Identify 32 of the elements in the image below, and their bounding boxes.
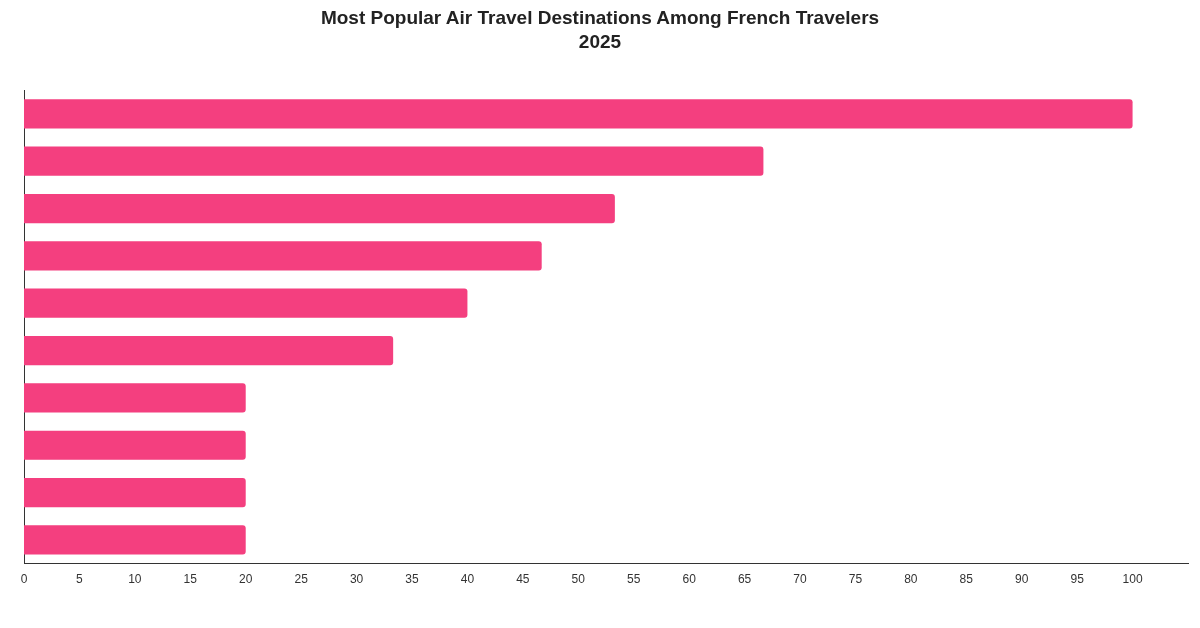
bar [24, 525, 246, 555]
x-tick-label: 30 [349, 572, 364, 587]
x-tick-label: 95 [1070, 572, 1085, 587]
x-tick-label: 15 [183, 572, 198, 587]
x-tick-label: 80 [904, 572, 918, 587]
bar [24, 335, 394, 366]
bar [24, 477, 246, 508]
bar [24, 146, 764, 176]
x-tick-label: 90 [1015, 572, 1029, 587]
bar [24, 288, 468, 318]
x-tick-label: 75 [848, 572, 863, 587]
x-tick-label: 35 [405, 572, 419, 587]
x-tick-label: 70 [793, 572, 807, 587]
bar [24, 383, 246, 413]
bar [24, 241, 542, 271]
x-tick-label: 50 [571, 572, 586, 587]
x-tick-label: 40 [460, 572, 475, 587]
x-tick-label: 0 [20, 572, 28, 587]
x-tick-label: 100 [1122, 572, 1143, 587]
x-tick-label: 20 [239, 572, 253, 587]
bar [24, 430, 246, 460]
x-tick-label: 45 [516, 572, 530, 587]
x-tick-label: 55 [627, 572, 641, 587]
x-tick-label: 85 [959, 572, 974, 587]
x-tick-label: 65 [737, 572, 752, 587]
x-tick-label: 10 [128, 572, 142, 587]
bar [24, 99, 1133, 129]
chart-title: Most Popular Air Travel Destinations Among French Travelers 2025 [319, 6, 881, 54]
x-tick-label: 60 [682, 572, 697, 587]
x-tick-label: 5 [76, 572, 84, 587]
bar [24, 193, 615, 224]
x-tick-label: 25 [294, 572, 309, 587]
